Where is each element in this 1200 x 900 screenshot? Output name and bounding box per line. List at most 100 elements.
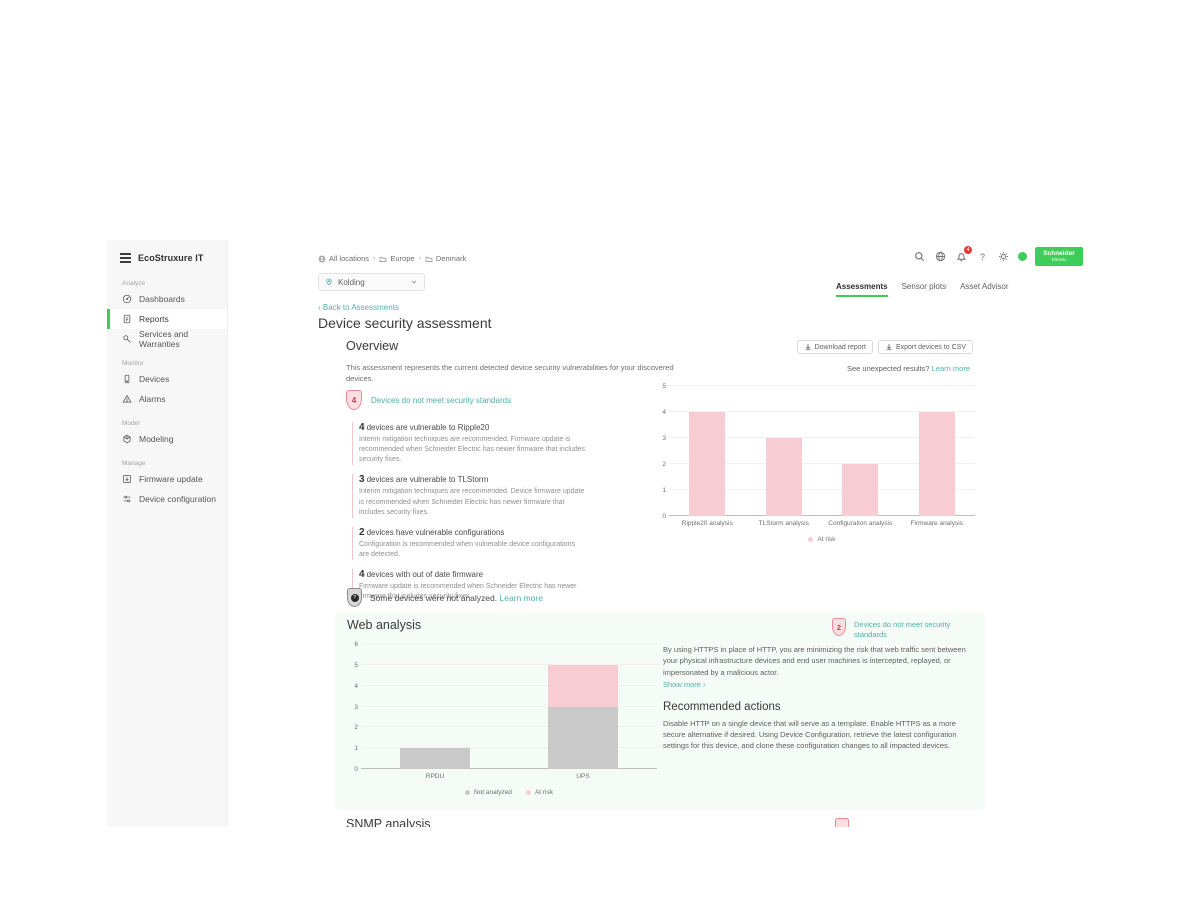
- unexpected-results-note: See unexpected results? Learn more: [846, 364, 970, 373]
- finding-count: 3: [359, 474, 365, 486]
- legend-label: At risk: [534, 789, 553, 796]
- snmp-security-standards-badge: [835, 818, 849, 827]
- legend-label: Not analyzed: [473, 789, 512, 796]
- overview-heading: Overview: [346, 339, 399, 353]
- breadcrumb-label: Denmark: [435, 254, 467, 263]
- bar-segment-at-risk: [918, 412, 955, 516]
- sidebar-section-label: Model: [122, 420, 140, 427]
- finding-title: 4 devices are vulnerable to Ripple20: [359, 422, 490, 433]
- gray-shield-icon: ?: [347, 588, 362, 607]
- finding-count: 2: [359, 526, 365, 538]
- reports-icon: [122, 314, 132, 324]
- devices-icon: [122, 374, 132, 384]
- chart-y-tick: 3: [354, 703, 358, 711]
- breadcrumb-item[interactable]: Denmark: [425, 254, 466, 263]
- bar-group-configuration-analysis: [822, 386, 899, 516]
- chart-gridline: [669, 489, 975, 490]
- alarms-icon: [122, 394, 132, 404]
- chart-x-label: Configuration analysis: [828, 520, 893, 527]
- sidebar-item-label: Firmware update: [139, 474, 203, 484]
- chart-x-labels: RPDU UPS: [347, 773, 657, 780]
- location-select[interactable]: Kolding: [318, 273, 425, 291]
- sidebar-item-alarms[interactable]: Alarms: [107, 389, 227, 409]
- chart-x-axis-line: [669, 515, 975, 516]
- chart-x-label: Firmware analysis: [910, 520, 963, 527]
- chart-y-tick: 1: [662, 487, 666, 494]
- legend-dot: [808, 537, 814, 542]
- breadcrumb-item[interactable]: Europe: [379, 254, 415, 263]
- chart-y-tick: 2: [662, 461, 666, 468]
- web-security-standards-link[interactable]: Devices do not meet security standards: [854, 620, 951, 639]
- chart-y-tick: 6: [354, 641, 358, 648]
- chart-y-tick: 0: [354, 766, 358, 773]
- bar-group-ripple20-analysis: [669, 386, 746, 516]
- chart-gridline: [669, 411, 975, 412]
- chart-bars: [361, 644, 657, 769]
- bar-segment-at-risk: [689, 412, 726, 516]
- chart-plot-area: [361, 643, 657, 769]
- breadcrumb-label: Europe: [390, 254, 415, 263]
- shield-count-icon: [835, 818, 849, 827]
- finding-item: 4 devices with out of date firmware Firmwa…: [352, 569, 592, 603]
- tab-asset-advisor[interactable]: Asset Advisor: [960, 282, 1009, 291]
- finding-count: 4: [359, 569, 365, 581]
- user-status-avatar[interactable]: [1018, 252, 1027, 261]
- tab-bar: Assessments Sensor plots Asset Advisor: [836, 282, 1009, 297]
- chart-x-label: UPS: [576, 773, 590, 780]
- chart-y-tick: 4: [662, 409, 666, 416]
- search-icon[interactable]: [913, 250, 926, 263]
- sidebar-item-modeling[interactable]: Modeling: [107, 429, 227, 449]
- back-to-assessments-link[interactable]: ‹ Back to Assessments: [318, 303, 399, 312]
- main-area: All locations › Europe › Denmark 4 ? Schneid…: [228, 240, 1083, 827]
- sidebar-item-devices[interactable]: Devices: [107, 369, 227, 389]
- finding-description: Interim mitigation techniques are recomm…: [359, 488, 585, 516]
- recommended-actions-text: Disable HTTP on a single device that wil…: [663, 718, 957, 751]
- breadcrumb-separator: ›: [373, 255, 376, 262]
- hamburger-menu-icon[interactable]: [120, 253, 131, 263]
- help-icon[interactable]: ?: [979, 251, 985, 262]
- sidebar-item-label: Devices: [139, 374, 170, 384]
- schneider-electric-logo[interactable]: Schneider Electric: [1035, 247, 1083, 266]
- overview-actions: Download report Export devices to CSV: [796, 340, 973, 354]
- sidebar-item-label: Dashboards: [139, 294, 185, 304]
- sidebar-item-reports[interactable]: Reports: [107, 309, 227, 329]
- tab-sensor-plots[interactable]: Sensor plots: [901, 282, 947, 291]
- chart-gridline: [669, 463, 975, 464]
- sidebar-item-dashboards[interactable]: Dashboards: [107, 289, 227, 309]
- chart-x-label: RPDU: [425, 773, 445, 780]
- show-more-link[interactable]: Show more ›: [663, 679, 706, 689]
- overview-description: This assessment represents the current d…: [346, 363, 674, 384]
- download-report-button[interactable]: Download report: [796, 340, 873, 354]
- web-analysis-description: By using HTTPS in place of HTTP, you are…: [663, 645, 966, 677]
- bar-segment-at-risk: [548, 664, 618, 707]
- sidebar-item-firmware-update[interactable]: Firmware update: [107, 469, 227, 489]
- bar-group-ups: [509, 644, 657, 769]
- notifications-bell-icon[interactable]: 4: [955, 246, 972, 263]
- breadcrumb-item[interactable]: All locations: [318, 254, 369, 263]
- bar-group-firmware-analysis: [899, 386, 976, 516]
- sidebar-item-label: Services and Warranties: [139, 329, 189, 349]
- dashboards-icon: [122, 294, 132, 304]
- legend-item-not-analyzed: Not analyzed: [464, 789, 512, 796]
- tab-assessments[interactable]: Assessments: [836, 282, 888, 297]
- globe-icon[interactable]: [934, 250, 947, 263]
- overview-risk-chart: 0 1 2 3 4 5 Ripple20 analysis TLStorm analysis…: [655, 383, 976, 554]
- legend-dot: [464, 790, 470, 795]
- chart-gridline: [361, 705, 657, 707]
- sidebar-item-device-configuration[interactable]: Device configuration: [107, 489, 227, 509]
- settings-gear-icon[interactable]: [997, 250, 1010, 263]
- not-analyzed-learn-more-link[interactable]: Learn more: [499, 592, 543, 603]
- sidebar-item-services-and-warranties[interactable]: Services and Warranties: [107, 329, 227, 349]
- modeling-icon: [122, 434, 132, 444]
- chart-y-tick: 4: [354, 682, 358, 690]
- chart-y-tick: 5: [662, 383, 666, 390]
- security-standards-link[interactable]: Devices do not meet security standards: [371, 395, 512, 405]
- unexpected-learn-more-link[interactable]: Learn more: [931, 364, 970, 373]
- finding-item: 3 devices are vulnerable to TLStorm Interi…: [352, 474, 592, 518]
- brand-logo: EcoStruxure IT: [138, 253, 204, 263]
- chart-y-tick: 1: [354, 745, 358, 753]
- app-window: EcoStruxure IT Analyze Dashboards Reports S…: [107, 240, 1083, 827]
- sidebar-item-label: Modeling: [139, 434, 174, 444]
- export-csv-button[interactable]: Export devices to CSV: [877, 340, 973, 354]
- chart-plot-area: [669, 385, 976, 516]
